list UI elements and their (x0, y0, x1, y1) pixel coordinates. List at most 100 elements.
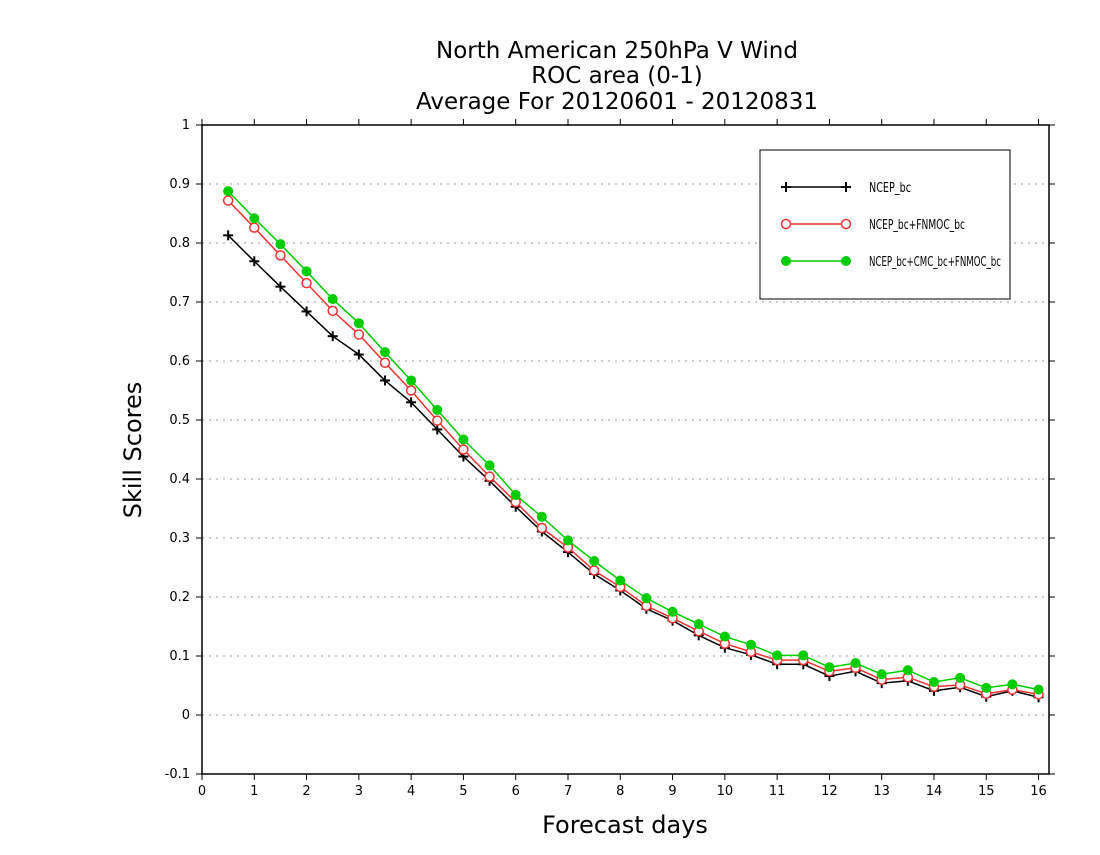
data-point (484, 460, 495, 471)
data-point (745, 639, 756, 650)
data-point (249, 213, 260, 224)
x-tick-label: 15 (978, 784, 995, 799)
legend: NCEP_bc NCEP_bc+FNMOC_bc NCEP_bc+CMC_bc+FN… (759, 149, 1011, 300)
x-tick-label: 14 (926, 784, 943, 799)
data-point (222, 195, 234, 206)
y-tick-label: 0 (182, 708, 190, 723)
data-point (981, 682, 992, 693)
legend-marker-right (841, 256, 851, 266)
x-tick-label: 0 (198, 784, 206, 799)
data-point (432, 404, 443, 415)
data-point (667, 606, 678, 617)
data-point (824, 662, 835, 673)
y-axis-label: Skill Scores (119, 382, 147, 519)
y-tick-label: 1 (182, 118, 190, 133)
data-point (850, 658, 861, 669)
legend-entry-3: NCEP_bc+CMC_bc+FNMOC_bc (781, 255, 1001, 270)
title-line-3: Average For 20120601 - 20120831 (416, 89, 818, 115)
data-point (589, 556, 600, 567)
legend-marker-right (841, 182, 851, 192)
legend-entry-2: NCEP_bc+FNMOC_bc (780, 218, 965, 233)
data-point (301, 277, 312, 289)
data-point (902, 665, 913, 676)
data-point (928, 676, 939, 687)
x-tick-label: 13 (873, 784, 890, 799)
x-tick-label: 3 (355, 784, 363, 799)
data-point (458, 434, 469, 445)
data-point (379, 357, 391, 369)
y-tick-label: 0.1 (169, 649, 190, 664)
legend-marker-right (840, 218, 852, 230)
legend-label: NCEP_bc+CMC_bc+FNMOC_bc (869, 255, 1001, 270)
y-tick-label: 0.7 (169, 295, 190, 310)
data-point (536, 511, 547, 522)
chart-title: North American 250hPa V Wind ROC area (0… (416, 38, 818, 115)
data-point (484, 471, 495, 482)
data-point (876, 669, 887, 680)
data-point (379, 347, 390, 358)
data-point (301, 306, 312, 317)
legend-marker-left (780, 218, 792, 230)
series-layer (222, 186, 1044, 703)
x-tick-label: 12 (821, 784, 838, 799)
x-tick-label: 8 (616, 784, 624, 799)
data-point (223, 230, 234, 241)
data-point (510, 489, 521, 500)
gridlines (202, 183, 1049, 716)
y-tick-label: -0.1 (165, 767, 190, 782)
data-point (249, 256, 260, 267)
x-tick-label: 1 (250, 784, 258, 799)
data-point (1033, 684, 1044, 695)
x-tick-label: 16 (1030, 784, 1047, 799)
x-tick-label: 4 (407, 784, 415, 799)
data-point (955, 672, 966, 683)
legend-entry-1: NCEP_bc (781, 181, 911, 196)
y-tick-label: 0.9 (169, 177, 190, 192)
y-tick-label: 0.5 (169, 413, 190, 428)
legend-marker-left (781, 182, 791, 192)
data-point (406, 375, 417, 386)
title-line-1: North American 250hPa V Wind (436, 38, 798, 64)
data-point (223, 186, 234, 197)
data-point (432, 415, 443, 426)
data-point (327, 294, 338, 305)
data-point (536, 522, 548, 534)
data-point (562, 535, 573, 546)
data-point (693, 619, 704, 630)
data-point (249, 222, 260, 233)
x-tick-label: 5 (459, 784, 467, 799)
x-tick-label: 7 (564, 784, 572, 799)
data-point (458, 444, 469, 455)
y-tick-label: 0.8 (169, 236, 190, 251)
data-point (353, 318, 364, 329)
data-point (301, 266, 312, 277)
legend-label: NCEP_bc+FNMOC_bc (869, 218, 965, 233)
x-tick-label: 9 (668, 784, 676, 799)
axis-ticks: -0.100.10.20.30.40.50.60.70.80.910 1 2 3 4 5 6… (165, 118, 1055, 799)
x-tick-label: 6 (512, 784, 520, 799)
data-point (275, 239, 286, 250)
series-line-1 (227, 234, 1039, 699)
data-point (353, 349, 364, 360)
y-tick-label: 0.3 (169, 531, 190, 546)
data-point (275, 281, 286, 292)
data-point (405, 385, 417, 396)
data-point (641, 593, 652, 604)
plot-frame (201, 124, 1050, 775)
data-point (719, 631, 730, 642)
series-3 (223, 186, 1044, 695)
data-point (1007, 679, 1018, 690)
legend-marker-left (781, 256, 791, 266)
legend-entries: NCEP_bc NCEP_bc+FNMOC_bc NCEP_bc+CMC_bc+FN… (780, 181, 1001, 270)
data-point (327, 331, 338, 342)
x-tick-label: 10 (717, 784, 734, 799)
data-point (772, 650, 783, 661)
y-tick-label: 0.2 (169, 590, 190, 605)
x-tick-label: 11 (769, 784, 786, 799)
data-point (327, 305, 338, 317)
data-point (798, 650, 809, 661)
y-tick-label: 0.4 (169, 472, 190, 487)
x-axis-label: Forecast days (542, 811, 708, 839)
